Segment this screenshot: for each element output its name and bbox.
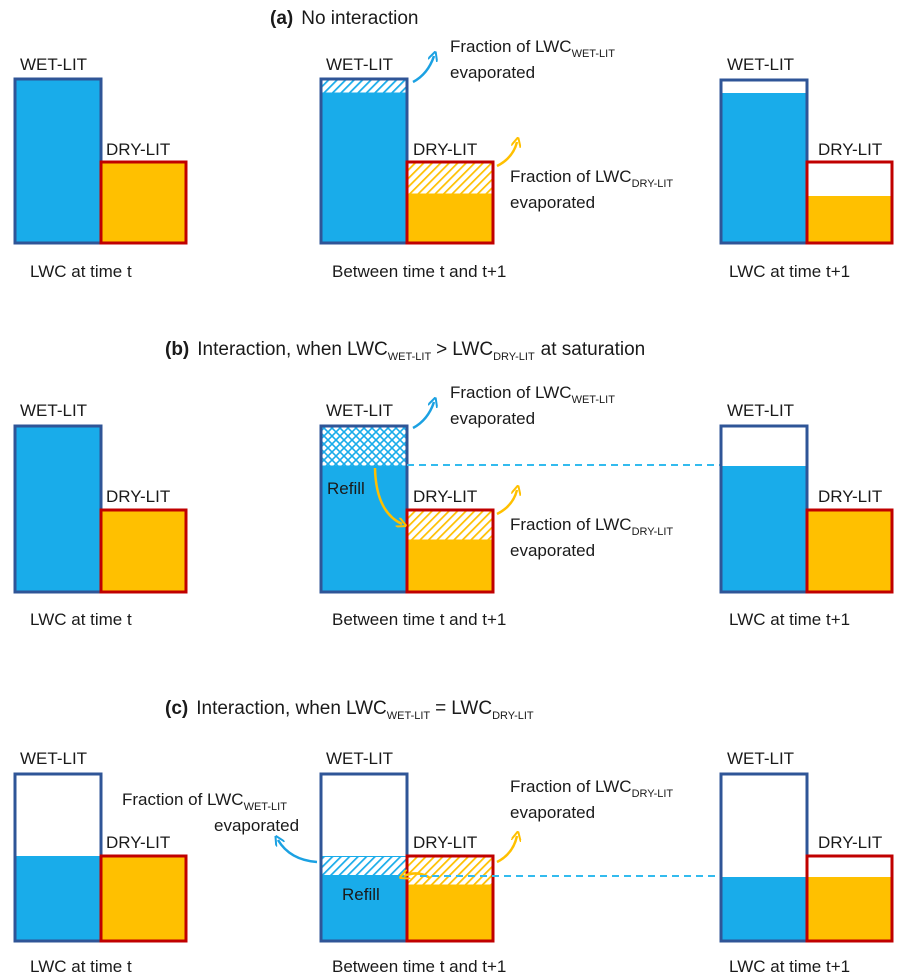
wet-lit-evaporated-hatch: [322, 80, 406, 93]
caption-between: Between time t and t+1: [332, 957, 506, 976]
caption-time-t: LWC at time t: [30, 610, 132, 629]
evaporation-arrow-icon: [496, 836, 517, 864]
caption-between: Between time t and t+1: [332, 262, 506, 281]
refill-label: Refill: [342, 885, 380, 904]
wet-lit-bar: [13, 77, 103, 245]
wet-fraction-label: Fraction of LWCWET-LIT: [122, 790, 287, 813]
panel-a-title: (a) No interaction: [270, 8, 418, 29]
panel-a-stage-between: WET-LIT DRY-LIT Fraction of LWCWET-LIT e…: [319, 37, 673, 281]
wet-lit-label: WET-LIT: [326, 749, 393, 768]
wet-lit-label: WET-LIT: [326, 55, 393, 74]
wet-lit-evaporated-crosshatch: [322, 427, 406, 466]
refill-arrow-icon: [404, 873, 431, 878]
dry-lit-evaporated-hatch: [408, 857, 492, 885]
wet-lit-label: WET-LIT: [727, 749, 794, 768]
dry-lit-evaporated-hatch: [408, 163, 492, 194]
panel-a-stage-t1: WET-LIT DRY-LIT LWC at time t+1: [719, 55, 894, 281]
panel-b-title: (b) Interaction, when LWCWET-LIT > LWCDRY-LI…: [165, 339, 645, 363]
dry-lit-label: DRY-LIT: [413, 140, 477, 159]
dry-fraction-label: Fraction of LWCDRY-LIT: [510, 167, 673, 190]
dry-fraction-label: Fraction of LWCDRY-LIT: [510, 515, 673, 538]
caption-time-t1: LWC at time t+1: [729, 262, 850, 281]
wet-evaporated-label: evaporated: [450, 409, 535, 428]
panel-b: (b) Interaction, when LWCWET-LIT > LWCDRY-LI…: [13, 339, 894, 629]
dry-lit-bar: [99, 854, 188, 943]
wet-fraction-label: Fraction of LWCWET-LIT: [450, 37, 615, 60]
refill-arrow-icon: [373, 467, 402, 524]
dry-lit-label: DRY-LIT: [818, 487, 882, 506]
wet-fraction-label: Fraction of LWCWET-LIT: [450, 383, 615, 406]
dry-lit-label: DRY-LIT: [818, 140, 882, 159]
evaporation-arrow-icon: [496, 490, 517, 516]
wet-evaporated-label: evaporated: [214, 816, 299, 835]
dry-lit-label: DRY-LIT: [106, 833, 170, 852]
dry-lit-evaporated-hatch: [408, 511, 492, 540]
panel-b-stage-t1: WET-LIT DRY-LIT LWC at time t+1: [719, 401, 894, 629]
evaporation-arrow-icon: [412, 402, 434, 430]
panel-c: (c) Interaction, when LWCWET-LIT = LWCDRY-LI…: [13, 698, 894, 976]
panel-c-title: (c) Interaction, when LWCWET-LIT = LWCDRY-LI…: [165, 698, 534, 722]
dry-fraction-label: Fraction of LWCDRY-LIT: [510, 777, 673, 800]
dry-lit-label: DRY-LIT: [413, 487, 477, 506]
wet-lit-water: [722, 466, 806, 591]
caption-time-t1: LWC at time t+1: [729, 610, 850, 629]
dry-evaporated-label: evaporated: [510, 193, 595, 212]
wet-lit-label: WET-LIT: [20, 401, 87, 420]
wet-lit-bar: [13, 424, 103, 594]
wet-lit-label: WET-LIT: [727, 401, 794, 420]
dry-lit-bar: [99, 508, 188, 594]
dry-lit-water: [808, 877, 891, 940]
wet-lit-label: WET-LIT: [326, 401, 393, 420]
dry-lit-water: [808, 196, 891, 242]
panel-c-stage-t: WET-LIT DRY-LIT LWC at time t: [13, 749, 188, 976]
caption-between: Between time t and t+1: [332, 610, 506, 629]
wet-lit-label: WET-LIT: [20, 749, 87, 768]
dry-lit-label: DRY-LIT: [413, 833, 477, 852]
evaporation-arrow-icon: [412, 56, 434, 84]
dry-lit-label: DRY-LIT: [818, 833, 882, 852]
dry-evaporated-label: evaporated: [510, 541, 595, 560]
caption-time-t: LWC at time t: [30, 957, 132, 976]
wet-lit-evaporated-hatch: [322, 857, 406, 875]
evaporation-arrow-icon: [278, 840, 318, 864]
panel-a-stage-t: WET-LIT DRY-LIT LWC at time t: [13, 55, 188, 281]
wet-lit-label: WET-LIT: [20, 55, 87, 74]
dry-lit-label: DRY-LIT: [106, 140, 170, 159]
dry-evaporated-label: evaporated: [510, 803, 595, 822]
wet-evaporated-label: evaporated: [450, 63, 535, 82]
wet-lit-water: [722, 877, 806, 940]
wet-lit-label: WET-LIT: [727, 55, 794, 74]
panel-c-stage-t1: WET-LIT DRY-LIT LWC at time t+1: [719, 749, 894, 976]
refill-label: Refill: [327, 479, 365, 498]
caption-time-t1: LWC at time t+1: [729, 957, 850, 976]
evaporation-arrow-icon: [496, 142, 517, 168]
dry-lit-bar: [99, 160, 188, 245]
dry-lit-label: DRY-LIT: [106, 487, 170, 506]
panel-b-stage-t: WET-LIT DRY-LIT LWC at time t: [13, 401, 188, 629]
panel-a: (a) No interaction WET-LIT DRY-LIT LWC at…: [13, 8, 894, 281]
wet-lit-water: [722, 93, 806, 242]
panel-c-stage-between: WET-LIT DRY-LIT Refill Fraction of LWCWE…: [122, 749, 673, 976]
caption-time-t: LWC at time t: [30, 262, 132, 281]
dry-lit-bar: [805, 508, 894, 594]
panel-b-stage-between: WET-LIT DRY-LIT Refill Fraction of LWCWE…: [319, 383, 673, 629]
wet-lit-water: [16, 856, 100, 940]
wet-lit-bar: [319, 77, 409, 245]
